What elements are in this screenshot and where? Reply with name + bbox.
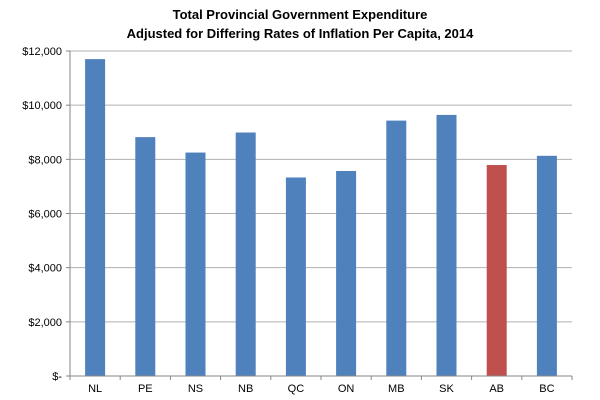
bar-on [336,170,357,376]
x-tick-label-bc: BC [539,383,554,395]
bar-nl [85,59,106,376]
x-tick-label-qc: QC [288,383,305,395]
bar-bc [536,155,557,376]
x-tick-label-ab: AB [489,383,504,395]
bar-nb [235,132,256,376]
x-tick-label-pe: PE [138,383,153,395]
bar-qc [285,177,306,376]
bar-pe [135,137,156,376]
y-tick-label: $10,000 [22,100,62,112]
chart-title-line-1: Total Provincial Government Expenditure [172,7,428,22]
bar-mb [386,120,407,377]
x-tick-label-ns: NS [188,383,203,395]
x-tick-label-on: ON [338,383,355,395]
y-tick-label: $4,000 [28,263,62,275]
bar-ns [185,152,206,376]
y-tick-label: $8,000 [28,154,62,166]
y-tick-label: $2,000 [28,317,62,329]
axes [66,50,573,380]
x-tick-label-nl: NL [88,383,102,395]
x-tick-label-nb: NB [238,383,253,395]
y-tick-label: $- [52,371,62,383]
tick-labels: $- $2,000 $4,000 $6,000 $8,000 $10,000 $12,000… [22,46,554,395]
chart-title-line-2: Adjusted for Differing Rates of Inflatio… [126,26,474,41]
x-tick-label-sk: SK [439,383,454,395]
x-tick-label-mb: MB [388,383,405,395]
bar-sk [436,114,457,377]
y-tick-label: $6,000 [28,209,62,221]
bar-ab [486,165,507,376]
y-tick-label: $12,000 [22,46,62,58]
bars [85,59,557,377]
